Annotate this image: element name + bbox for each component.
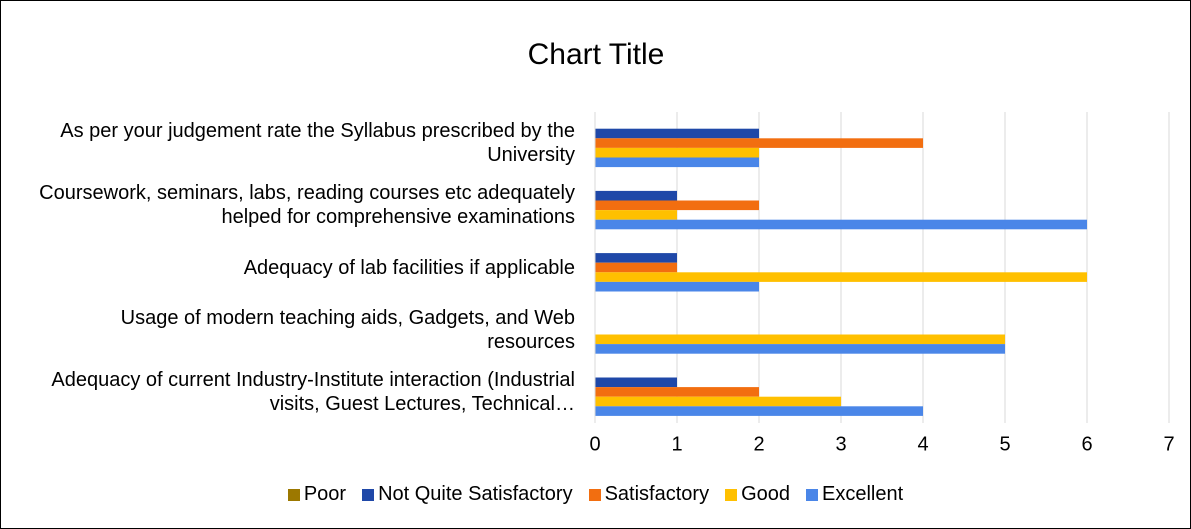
legend-item: Satisfactory [588,483,710,506]
bar [595,262,677,273]
legend: Poor Not Quite Satisfactory Satisfactory Go… [1,483,1190,506]
legend-label: Satisfactory [604,483,710,505]
bar [595,387,759,397]
bar [595,138,923,148]
y-tick-label: Coursework, seminars, labs, reading cour… [39,182,575,229]
bar [595,200,759,211]
legend-item: Excellent [806,483,903,506]
chart-title: Chart Title [528,38,665,71]
legend-label: Good [741,483,791,505]
x-tick-label: 0 [589,433,600,455]
bar [595,157,759,168]
legend-swatch [362,488,375,501]
bar [595,128,759,139]
x-tick-label: 2 [753,433,764,455]
y-tick-label: Adequacy of lab facilities if applicable [243,256,575,279]
legend-item: Not Quite Satisfactory [362,483,573,506]
bar [595,406,923,416]
legend-label: Not Quite Satisfactory [378,483,573,505]
bar [595,334,1005,345]
y-tick-label: Adequacy of current Industry-Institute i… [51,368,575,415]
bar [595,396,841,407]
y-tick-label: As per your judgement rate the Syllabus … [60,120,575,167]
bar [595,344,1005,354]
x-tick-label: 6 [1081,433,1092,455]
legend-swatch [725,488,738,501]
y-tick-label: Usage of modern teaching aids, Gadgets, … [120,306,575,353]
legend-swatch [806,488,819,501]
legend-swatch [287,488,300,501]
bar [595,147,759,158]
legend-item: Good [725,483,790,506]
bar [595,272,1087,282]
legend-swatch [588,488,601,501]
legend-label: Poor [303,483,347,505]
bar [595,281,759,292]
bar [595,219,1087,230]
bar [595,253,677,263]
bar [595,377,677,388]
x-tick-label: 3 [835,433,846,455]
x-tick-label: 4 [917,433,928,455]
legend-label: Excellent [822,483,904,505]
bar [595,210,677,220]
bar [595,190,677,201]
x-tick-label: 7 [1163,433,1174,455]
x-tick-label: 1 [671,433,682,455]
legend-item: Poor [287,483,347,506]
x-tick-label: 5 [999,433,1010,455]
